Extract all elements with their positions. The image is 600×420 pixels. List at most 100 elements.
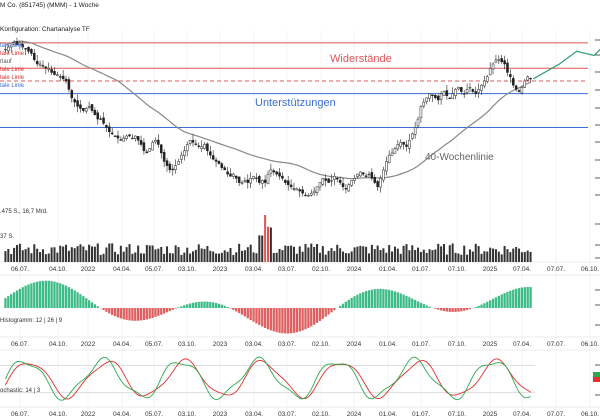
volume-bar [342,251,345,262]
candle-body [128,134,131,137]
volume-bar [448,245,451,262]
volume-bar [347,253,350,262]
volume-bar [310,243,313,262]
candle-body [457,87,460,90]
candle-body [99,118,102,120]
candle-body [67,79,71,90]
macd-bar [373,289,376,308]
x-tick-label: 05.07. [145,411,163,418]
candle-body [275,171,278,175]
candle-body [503,60,506,65]
volume-bar [90,246,94,262]
x-tick-label: 2024 [347,341,362,348]
candle-body [188,139,192,144]
candle-body [471,89,475,92]
candle-body [59,76,62,78]
x-tick-label: 07.07. [547,341,565,348]
candle-body [304,194,307,197]
macd-bar [53,281,56,308]
candle-body [249,178,252,184]
x-tick-label: 06.10. [581,411,599,418]
macd-bar [116,308,120,318]
macd-bar [304,308,307,330]
candle-body [411,133,414,139]
x-tick-label: 2024 [347,266,362,273]
macd-bar [188,303,192,308]
volume-bar [220,252,223,262]
volume-bar [96,243,99,262]
volume-bar [298,246,301,262]
volume-bar [163,253,166,262]
candle-body [229,173,232,177]
volume-bar [203,248,206,262]
volume-bar [440,246,443,262]
macd-bar [376,288,379,308]
volume-bar [232,254,235,262]
volume-bar [396,248,399,262]
candle-body [281,175,284,179]
macd-bar [301,308,304,331]
candle-body [7,46,10,52]
macd-bar [393,291,397,308]
volume-bar [70,247,73,262]
candle-body [9,44,13,48]
volume-bar [183,252,186,262]
candle-body [465,89,469,94]
candle-body [454,89,457,96]
macd-bar [385,289,388,308]
volume-bar [209,250,212,262]
volume-bar [264,215,267,262]
macd-bar [266,308,270,330]
volume-bar [344,253,347,262]
macd-bar [269,308,273,331]
volume-bar [122,251,125,262]
volume-bar [82,246,85,262]
macd-bar [350,297,353,308]
candle-body [344,188,348,190]
legend-item: tale Linie [0,83,25,89]
macd-bar [500,294,503,308]
candle-body [131,137,134,140]
macd-bar [520,287,524,308]
candle-body [436,95,440,101]
candle-body [33,52,36,61]
stoch-label: ochastic: 14 | 3 [0,388,41,394]
volume-bar [463,245,466,262]
x-tick-label: 04.04. [113,341,131,348]
x-tick-label: 01.07. [412,411,430,418]
macd-bar [24,285,27,308]
volume-bar [168,253,171,262]
macd-bar [388,289,391,308]
candle-body [24,48,27,50]
volume-bar [379,250,382,262]
candle-body [321,178,325,185]
macd-bar [125,308,128,320]
volume-bar [290,245,293,262]
macd-bar [171,308,174,310]
macd-bar [457,308,460,312]
volume-bar [85,250,88,262]
candle-body [460,87,463,92]
candle-body [87,106,91,108]
volume-bar [145,245,148,262]
candle-body [108,126,111,133]
candle-body [387,154,391,163]
macd-bar [119,308,123,319]
macd-bar [451,308,454,312]
x-tick-label: 2025 [483,411,498,418]
x-tick-label: 03.07. [278,411,296,418]
candle-body [44,66,48,69]
volume-bar [39,252,42,262]
x-tick-label: 07.10. [448,411,466,418]
volume-bar [509,252,512,262]
volume-bar [137,245,140,262]
candle-body [517,90,521,92]
volume-label: .475 S., 16,7 Mrd. [0,209,48,215]
candle-body [376,181,379,188]
macd-bar [434,308,437,309]
macd-bar [506,291,509,308]
candle-body [235,175,238,179]
macd-bar [445,308,449,312]
candle-body [402,141,405,145]
volume-bar [526,250,529,262]
